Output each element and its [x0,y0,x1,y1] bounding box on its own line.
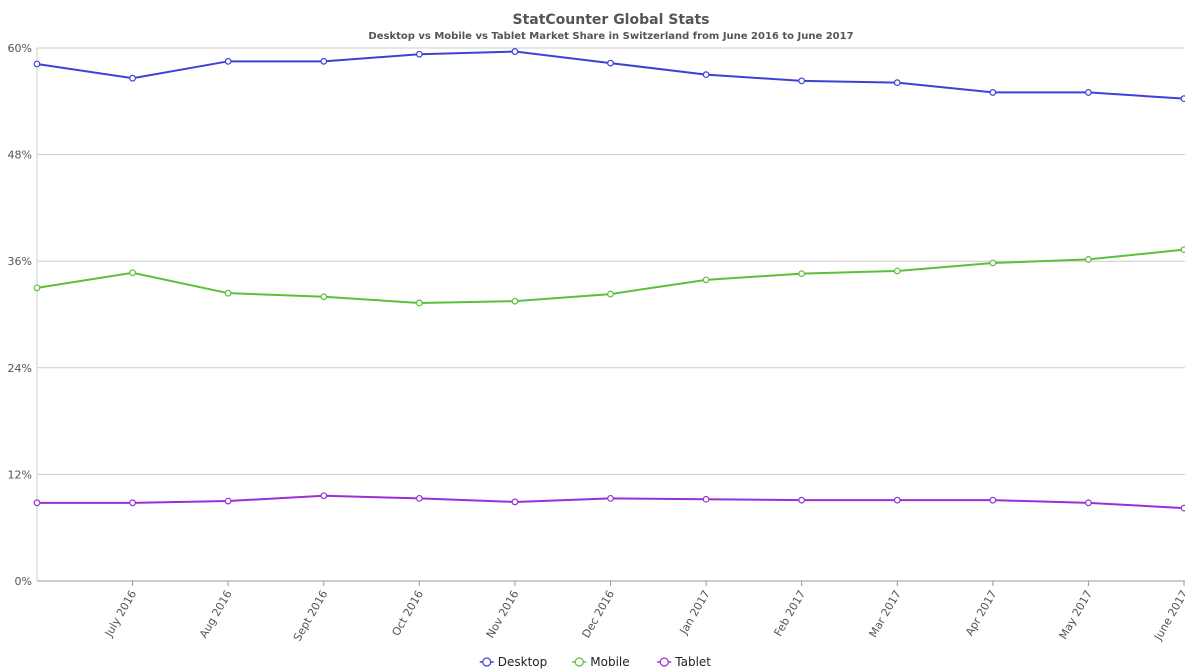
data-point [893,267,901,275]
y-tick-label: 48% [8,149,32,162]
data-point [33,284,41,292]
data-point [1180,504,1185,512]
data-point [798,270,806,278]
data-point [1085,499,1092,507]
data-point [33,499,41,507]
data-point [320,492,328,500]
legend-label: Desktop [498,655,548,669]
x-tick-label: Jan 2017 [677,588,713,637]
x-tick-label: Aug 2016 [197,588,235,640]
data-point [607,494,614,502]
legend: Desktop Mobile Tablet [479,655,711,669]
y-tick-label: 36% [8,255,32,268]
legend-label: Tablet [674,655,711,669]
y-tick-label: 12% [8,468,32,481]
data-point [607,290,614,298]
data-point [1085,256,1092,263]
chart-subtitle: Desktop vs Mobile vs Tablet Market Share… [368,31,853,42]
y-tick-label: 24% [8,362,32,375]
x-tick-label: July 2016 [102,588,139,640]
legend-swatch [574,657,584,667]
legend-label: Mobile [590,655,629,669]
data-point [702,276,710,284]
x-tick-label: Sept 2016 [291,588,331,643]
x-tick-label: Mar 2017 [866,588,903,640]
data-point [989,259,997,267]
x-tick-label: Feb 2017 [772,588,809,639]
data-point [129,74,136,82]
data-point [415,299,423,307]
data-point [320,57,328,65]
x-tick-label: Nov 2016 [484,588,522,640]
data-point [224,497,232,505]
y-tick-label: 60% [8,42,32,55]
x-tick-label: June 2017 [1151,588,1185,643]
data-point [798,77,806,85]
x-tick-label: Oct 2016 [389,588,426,638]
data-point [1180,246,1185,254]
data-point [415,50,423,58]
data-point [702,495,710,503]
data-point [702,71,710,79]
y-tick-label: 0% [15,575,32,588]
data-point [893,79,901,87]
data-point [320,293,328,301]
data-point [989,89,997,96]
x-tick-label: Dec 2016 [579,588,617,640]
legend-swatch [659,657,669,667]
series-line [36,50,1185,100]
data-point [511,498,519,506]
data-point [33,60,41,68]
data-point [798,496,806,504]
data-point [607,59,614,67]
data-point [129,499,136,507]
data-point [1180,95,1185,103]
data-point [415,494,423,502]
x-tick-label: May 2017 [1057,588,1095,641]
x-tick-label: Apr 2017 [963,588,1000,638]
data-point [1085,89,1092,96]
data-point [129,269,136,277]
data-point [511,48,519,55]
data-point [224,57,232,65]
data-point [893,496,901,504]
data-point [989,496,997,504]
data-point [511,297,519,305]
data-point [224,289,232,297]
chart-title: StatCounter Global Stats [512,12,709,28]
legend-swatch [482,657,492,667]
